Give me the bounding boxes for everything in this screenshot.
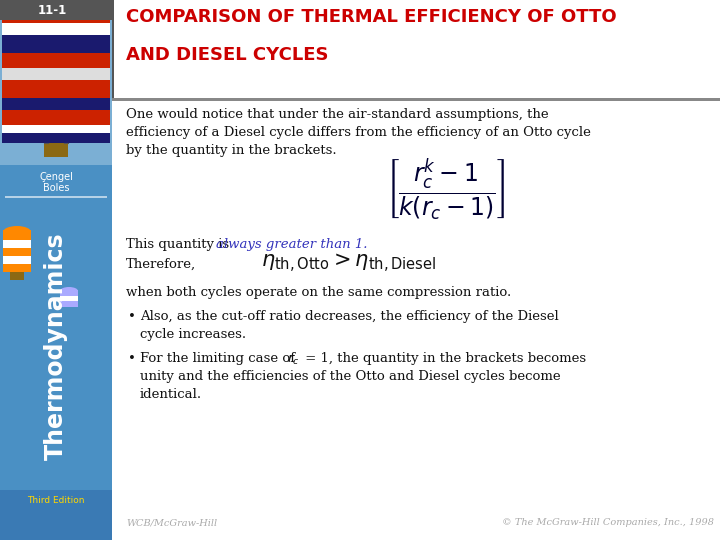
Text: cycle increases.: cycle increases. [140, 328, 246, 341]
Bar [3, 240, 31, 248]
Bar [2, 35, 110, 53]
Bar [2, 23, 110, 35]
Text: always greater than 1.: always greater than 1. [216, 238, 367, 251]
Text: 11-1: 11-1 [37, 3, 67, 17]
Bar [44, 143, 68, 157]
Bar [10, 272, 24, 280]
Bar [112, 98, 720, 101]
Ellipse shape [3, 226, 31, 238]
Bar [2, 125, 110, 133]
Bar [0, 0, 112, 20]
Text: AND DIESEL CYCLES: AND DIESEL CYCLES [126, 46, 328, 64]
Bar [2, 80, 110, 98]
Bar [112, 510, 720, 540]
Text: when both cycles operate on the same compression ratio.: when both cycles operate on the same com… [126, 286, 511, 299]
Text: •: • [128, 310, 136, 323]
Bar [0, 490, 112, 540]
Text: This quantity is: This quantity is [126, 238, 233, 251]
Bar [3, 248, 31, 256]
Text: by the quantity in the brackets.: by the quantity in the brackets. [126, 144, 337, 157]
Bar [2, 53, 110, 68]
Text: identical.: identical. [140, 388, 202, 401]
Bar [112, 0, 114, 98]
Text: $r_c$: $r_c$ [287, 353, 300, 367]
Text: Also, as the cut-off ratio decreases, the efficiency of the Diesel: Also, as the cut-off ratio decreases, th… [140, 310, 559, 323]
Bar [2, 133, 110, 143]
Ellipse shape [60, 287, 78, 295]
Bar [2, 5, 110, 23]
Text: Boles: Boles [42, 183, 69, 193]
Text: One would notice that under the air-standard assumptions, the: One would notice that under the air-stan… [126, 108, 549, 121]
Bar [5, 196, 107, 198]
Text: For the limiting case of: For the limiting case of [140, 352, 300, 365]
Bar [60, 301, 78, 307]
Bar [3, 256, 31, 264]
Bar [0, 0, 112, 490]
Bar [3, 230, 31, 240]
Bar [2, 110, 110, 125]
Text: •: • [128, 352, 136, 365]
Text: COMPARISON OF THERMAL EFFICIENCY OF OTTO: COMPARISON OF THERMAL EFFICIENCY OF OTTO [126, 8, 616, 26]
Text: © The McGraw-Hill Companies, Inc., 1998: © The McGraw-Hill Companies, Inc., 1998 [502, 518, 714, 527]
Text: $\left[\dfrac{r_c^k - 1}{k(r_c - 1)}\right]$: $\left[\dfrac{r_c^k - 1}{k(r_c - 1)}\rig… [386, 157, 505, 223]
Text: Çengel: Çengel [39, 172, 73, 182]
Bar [2, 68, 110, 80]
Text: Therefore,: Therefore, [126, 258, 196, 271]
Bar [3, 264, 31, 272]
Text: $\eta_{\mathrm{th,Otto}} > \eta_{\mathrm{th,Diesel}}$: $\eta_{\mathrm{th,Otto}} > \eta_{\mathrm… [261, 252, 436, 275]
Text: Thermodynamics: Thermodynamics [44, 232, 68, 460]
Bar [2, 98, 110, 110]
Text: unity and the efficiencies of the Otto and Diesel cycles become: unity and the efficiencies of the Otto a… [140, 370, 561, 383]
Text: = 1, the quantity in the brackets becomes: = 1, the quantity in the brackets become… [301, 352, 586, 365]
Text: WCB/McGraw-Hill: WCB/McGraw-Hill [126, 518, 217, 527]
Ellipse shape [4, 0, 108, 20]
Bar [0, 165, 112, 490]
Bar [60, 290, 78, 296]
Text: Third Edition: Third Edition [27, 496, 85, 505]
Text: efficiency of a Diesel cycle differs from the efficiency of an Otto cycle: efficiency of a Diesel cycle differs fro… [126, 126, 591, 139]
Bar [0, 0, 112, 490]
Bar [60, 296, 78, 301]
Bar [112, 0, 720, 98]
